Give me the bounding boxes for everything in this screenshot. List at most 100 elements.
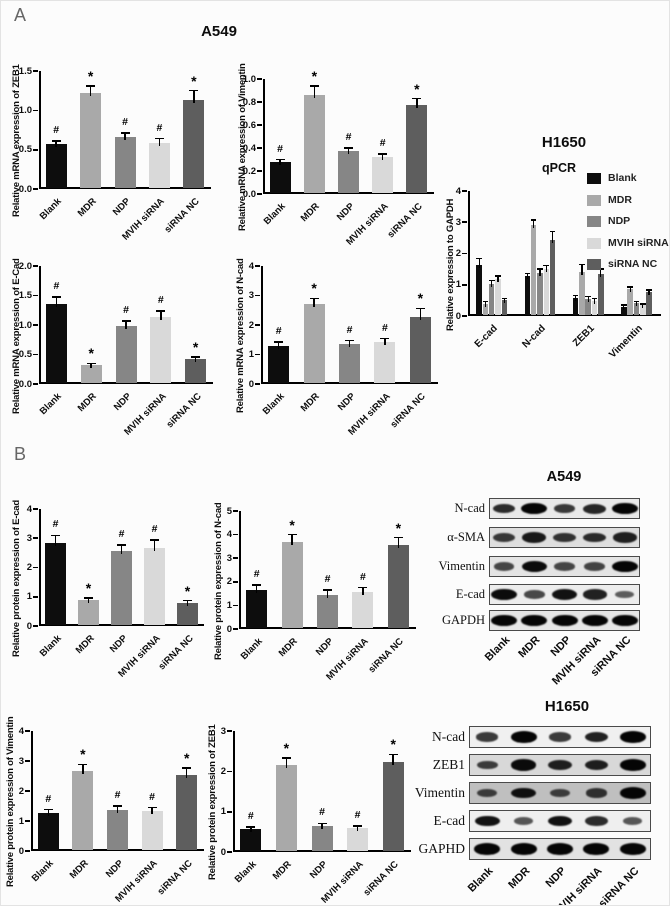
chart-a549-zeb1-mrna-bar-Blank bbox=[45, 144, 67, 188]
chart-a549-vimentin-mrna-significance-marker: * bbox=[311, 67, 318, 84]
chart-a549-ncad-mrna-y-tick-mark bbox=[255, 383, 260, 385]
chart-h1650-qpcr-bar-Blank bbox=[524, 276, 531, 315]
chart-b-ecad-protein-bar-MVIH siRNA bbox=[144, 547, 165, 625]
chart-b-ecad-protein-y-tick-mark bbox=[33, 508, 38, 510]
chart-a549-vimentin-mrna-y-tick-mark bbox=[257, 101, 262, 103]
chart-b-vimentin-protein-significance-marker: # bbox=[114, 789, 121, 801]
chart-h1650-qpcr-legend-swatch-siRNA NC bbox=[587, 259, 601, 270]
chart-h1650-qpcr-legend-swatch-NDP bbox=[587, 216, 601, 227]
chart-h1650-qpcr-bar-MVIH siRNA bbox=[591, 301, 598, 315]
chart-h1650-qpcr-error-cap bbox=[501, 297, 508, 300]
chart-a549-ecad-mrna-error-cap bbox=[51, 296, 61, 299]
blot-a549-row-label: N-cad bbox=[454, 500, 485, 515]
chart-b-zeb1-protein-significance-marker: # bbox=[354, 808, 361, 821]
blot-h1650-band-GAPHD-siRNA NC bbox=[619, 843, 646, 855]
chart-a549-zeb1-mrna-error-bar bbox=[89, 85, 92, 97]
chart-b-zeb1-protein-error-bar bbox=[356, 825, 359, 831]
chart-h1650-qpcr-bar-NDP bbox=[537, 272, 543, 315]
chart-a549-ncad-mrna-bar-siRNA NC bbox=[409, 316, 431, 383]
chart-b-ncad-protein-bar-MDR bbox=[281, 541, 303, 628]
chart-a549-vimentin-mrna-plot-area bbox=[263, 79, 434, 194]
chart-b-ncad-protein-significance-marker: * bbox=[289, 516, 295, 533]
chart-a549-zeb1-mrna-error-cap bbox=[86, 85, 96, 87]
chart-h1650-qpcr-bar-NDP bbox=[633, 302, 640, 315]
blot-a549-band-Vimentin-siRNA NC bbox=[611, 560, 638, 573]
chart-a549-ncad-mrna-significance-marker: # bbox=[275, 325, 282, 338]
chart-b-vimentin-protein-y-axis-label: Relative protein expression of Vimentin bbox=[5, 716, 16, 888]
chart-b-ecad-protein-y-tick-mark bbox=[33, 595, 38, 598]
blot-h1650-title: H1650 bbox=[544, 698, 590, 715]
chart-h1650-qpcr-error-bar bbox=[533, 220, 535, 228]
chart-h1650-qpcr-legend-swatch-Blank bbox=[587, 173, 601, 184]
blot-a549-band-GAPDH-MDR bbox=[521, 614, 548, 627]
chart-a549-ncad-mrna-error-cap bbox=[309, 297, 319, 300]
chart-b-ncad-protein-y-tick-label: 2 bbox=[226, 576, 232, 588]
chart-a549-ncad-mrna-y-axis-label: Relative mRNA expression of N-cad bbox=[235, 258, 246, 414]
chart-a549-ncad-mrna-error-bar bbox=[313, 298, 315, 308]
chart-b-ecad-protein-y-tick-mark bbox=[33, 537, 38, 540]
panel-a-label: A bbox=[14, 5, 27, 25]
chart-h1650-qpcr-bar-Blank bbox=[476, 265, 482, 315]
chart-h1650-qpcr-error-cap bbox=[482, 300, 489, 303]
chart-a549-zeb1-mrna-y-tick-mark bbox=[33, 148, 38, 151]
chart-a549-zeb1-mrna-x-tick-label: siRNA NC bbox=[162, 196, 202, 236]
chart-a549-ecad-mrna-y-tick-mark bbox=[33, 383, 38, 385]
chart-b-ncad-protein-y-tick-mark bbox=[233, 581, 238, 583]
chart-a549-zeb1-mrna-significance-marker: * bbox=[87, 67, 94, 84]
chart-b-ecad-protein-significance-marker: * bbox=[184, 582, 191, 599]
blot-a549-band-GAPDH-siRNA NC bbox=[611, 614, 638, 627]
chart-a549-ncad-mrna-y-tick-mark bbox=[255, 294, 260, 297]
chart-a549-ecad-mrna-error-cap bbox=[191, 356, 201, 358]
chart-h1650-qpcr-y-tick-mark bbox=[462, 283, 467, 286]
chart-h1650-qpcr-legend-swatch-MVIH siRNA bbox=[587, 237, 601, 249]
chart-a549-ecad-mrna-error-bar bbox=[55, 297, 58, 308]
chart-b-ncad-protein-x-tick-label: MDR bbox=[276, 636, 300, 660]
blot-a549-band-N-cad-MVIH siRNA bbox=[583, 503, 607, 514]
chart-b-vimentin-protein-y-tick-label: 4 bbox=[18, 725, 24, 737]
chart-b-vimentin-protein-error-cap bbox=[182, 767, 192, 769]
blot-h1650-band-ZEB1-Blank bbox=[476, 760, 498, 770]
chart-a549-ecad-mrna-significance-marker: # bbox=[53, 280, 60, 293]
chart-b-ncad-protein-y-tick-mark bbox=[233, 604, 238, 607]
chart-b-zeb1-protein-y-tick-label: 1 bbox=[220, 806, 226, 818]
chart-b-ecad-protein-significance-marker: # bbox=[52, 518, 59, 531]
chart-b-vimentin-protein-error-bar bbox=[151, 807, 153, 815]
chart-a549-vimentin-mrna-error-cap bbox=[378, 152, 388, 155]
blot-h1650-band-E-cad-siRNA NC bbox=[623, 817, 643, 825]
chart-a549-vimentin-mrna-y-tick-label: 0.8 bbox=[242, 96, 256, 108]
blot-a549-band-N-cad-MDR bbox=[521, 502, 548, 515]
chart-a549-vimentin-mrna-bar-MVIH siRNA bbox=[372, 157, 394, 193]
blot-h1650-band-N-cad-Blank bbox=[476, 732, 498, 742]
chart-h1650-qpcr-error-cap bbox=[646, 289, 652, 291]
chart-h1650-qpcr-error-bar bbox=[526, 273, 528, 279]
chart-b-vimentin-protein-bar-MDR bbox=[72, 770, 94, 850]
chart-b-ncad-protein-error-bar bbox=[397, 537, 400, 549]
chart-a549-vimentin-mrna-error-bar bbox=[313, 85, 316, 99]
chart-b-ncad-protein-error-cap bbox=[252, 584, 262, 586]
chart-b-vimentin-protein-y-tick-label: 0 bbox=[18, 845, 24, 857]
chart-b-ecad-protein-y-tick-label: 1 bbox=[26, 591, 32, 603]
chart-h1650-qpcr-legend-label-MDR: MDR bbox=[608, 193, 632, 206]
chart-b-ecad-protein-significance-marker: # bbox=[118, 527, 125, 540]
chart-b-ecad-protein-y-tick-label: 0 bbox=[26, 620, 32, 632]
chart-a549-ecad-mrna-error-cap bbox=[86, 362, 96, 365]
chart-h1650-qpcr-y-tick-label: 0 bbox=[455, 310, 461, 322]
chart-h1650-qpcr-error-cap bbox=[537, 268, 543, 270]
chart-h1650-qpcr-error-bar bbox=[545, 265, 547, 272]
chart-h1650-qpcr-error-bar bbox=[478, 258, 480, 269]
chart-h1650-qpcr-legend-label-Blank: Blank bbox=[608, 172, 637, 184]
chart-b-zeb1-protein-y-tick-mark bbox=[227, 810, 232, 813]
blot-h1650-row-label: E-cad bbox=[433, 813, 465, 828]
chart-a549-ncad-mrna-significance-marker: * bbox=[311, 280, 317, 297]
chart-a549-ecad-mrna-significance-marker: # bbox=[157, 293, 164, 306]
chart-b-zeb1-protein-bar-MDR bbox=[275, 765, 297, 851]
chart-b-ncad-protein-y-tick-label: 4 bbox=[226, 529, 232, 541]
chart-b-vimentin-protein-y-tick-mark bbox=[25, 790, 30, 792]
chart-h1650-qpcr-y-tick-label: 4 bbox=[455, 185, 461, 197]
chart-b-vimentin-protein-significance-marker: # bbox=[45, 792, 52, 805]
chart-b-ncad-protein-plot-area bbox=[239, 511, 416, 629]
blot-h1650-band-E-cad-MVIH siRNA bbox=[585, 816, 608, 826]
chart-h1650-qpcr-y-tick-mark bbox=[462, 221, 467, 224]
chart-a549-vimentin-mrna-error-bar bbox=[279, 159, 281, 165]
blot-a549-band-N-cad-siRNA NC bbox=[611, 502, 638, 515]
